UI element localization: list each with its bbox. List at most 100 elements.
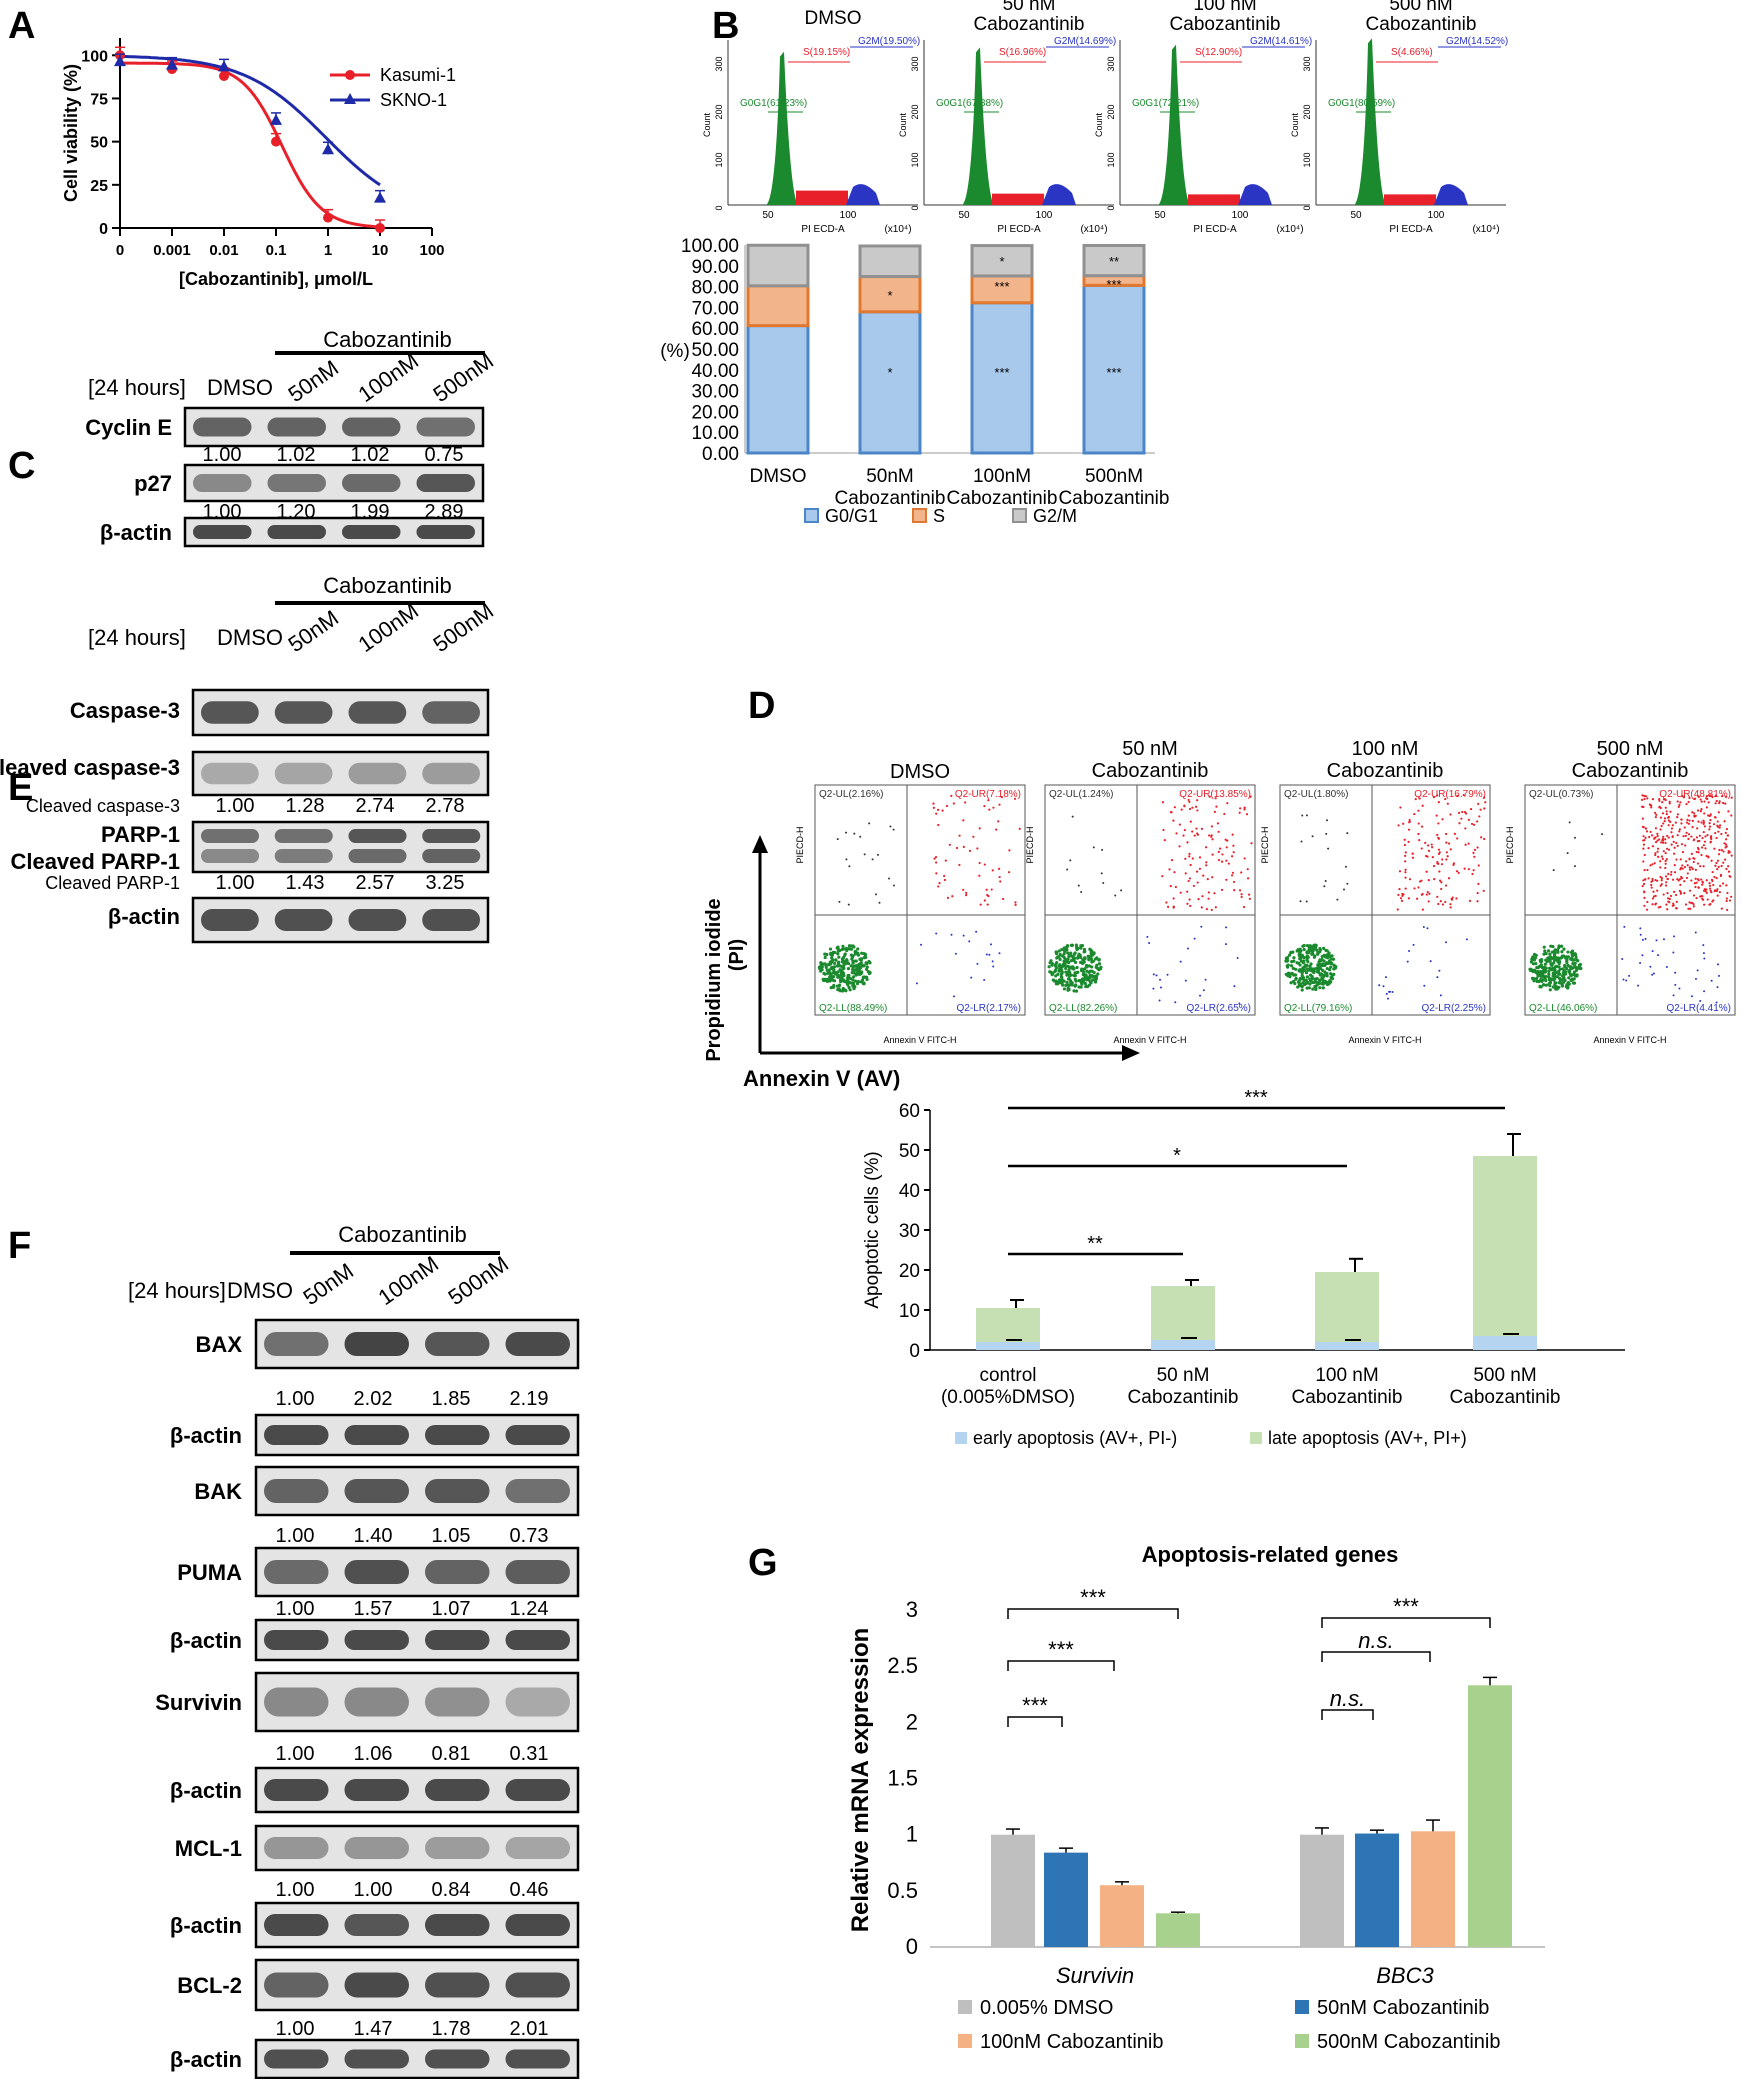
late-apoptotic-dot [1694, 885, 1697, 889]
early-apoptotic-dot [988, 953, 991, 956]
late-apoptotic-dot [1191, 857, 1194, 860]
live-cell-dot [1327, 968, 1332, 972]
quant-value: 1.43 [286, 872, 325, 894]
late-apoptotic-dot [1473, 855, 1476, 858]
lane-label: 500nM [444, 1251, 513, 1310]
quant-value: 1.00 [203, 444, 242, 466]
hist-x-label: PI ECD-A [1389, 224, 1433, 235]
late-apoptotic-dot [983, 863, 986, 866]
late-apoptotic-dot [1213, 810, 1216, 813]
quant-value: 1.99 [351, 501, 390, 523]
blot-band [342, 417, 401, 437]
late-apoptotic-dot [1411, 856, 1415, 859]
late-apoptotic-dot [1685, 802, 1688, 806]
late-apoptotic-dot [1437, 836, 1440, 839]
late-apoptotic-dot [1664, 838, 1667, 841]
blot-band [344, 1630, 409, 1650]
late-apoptotic-dot [1694, 868, 1697, 871]
s-gate-label: S(16.96%) [999, 47, 1046, 58]
late-apoptotic-dot [1184, 872, 1187, 875]
panel-e-western-blot: Cabozantinib[24 hours] DMSO 50nM 100nM 500nM… [0, 573, 498, 944]
early-apoptotic-dot [1641, 954, 1644, 957]
late-apoptotic-dot [1646, 797, 1649, 800]
late-apoptotic-dot [1719, 873, 1723, 877]
late-apoptotic-dot [1223, 812, 1226, 816]
late-apoptotic-dot [1205, 864, 1208, 867]
late-apoptotic-dot [1672, 902, 1675, 905]
late-apoptotic-dot [1436, 794, 1439, 797]
scatter-frame [1044, 784, 1256, 1016]
late-apoptotic-dot [1184, 857, 1187, 860]
late-apoptotic-dot [1670, 831, 1673, 834]
late-apoptotic-dot [1662, 850, 1665, 853]
live-cell-dot [1322, 946, 1326, 950]
legend-late-label: late apoptosis (AV+, PI+) [1268, 1428, 1467, 1448]
blot-row-label: Cleaved PARP-1 [10, 849, 180, 874]
late-apoptotic-dot [1695, 896, 1698, 900]
late-apoptotic-dot [1702, 865, 1705, 868]
late-apoptotic-dot [1702, 844, 1706, 847]
quant-value: 1.47 [354, 2018, 393, 2040]
hist-y-tick: 200 [1302, 104, 1312, 119]
late-apoptotic-dot [1226, 802, 1229, 805]
late-apoptotic-dot [1685, 876, 1689, 880]
live-cell-dot [1300, 971, 1304, 975]
live-cell-dot [1578, 966, 1582, 970]
late-apoptotic-dot [1457, 871, 1460, 874]
late-apoptotic-dot [1657, 855, 1660, 858]
late-apoptotic-dot [1645, 830, 1649, 833]
late-apoptotic-dot [1230, 855, 1234, 858]
necrotic-dot [1077, 884, 1080, 887]
late-apoptotic-dot [1725, 827, 1729, 831]
late-apoptotic-dot [1435, 814, 1438, 817]
blot-band [348, 909, 407, 931]
late-apoptotic-dot [1654, 815, 1657, 819]
late-apoptotic-dot [1716, 825, 1720, 828]
apop-y-tick-label: 50 [899, 1141, 920, 1162]
late-apoptotic-dot [1684, 903, 1688, 906]
late-apoptotic-dot [1720, 907, 1723, 910]
hist-y-tick: 100 [714, 152, 724, 167]
live-cell-dot [1313, 946, 1318, 950]
hist-x-tick: 50 [762, 210, 774, 221]
live-cell-dot [1088, 973, 1092, 977]
live-cell-dot [846, 973, 850, 978]
late-apoptotic-dot [937, 823, 940, 827]
quant-label: Cleaved PARP-1 [45, 873, 180, 893]
late-apoptotic-dot [1404, 860, 1407, 863]
late-apoptotic-dot [965, 894, 968, 897]
early-apoptotic-dot [976, 962, 979, 965]
late-apoptotic-dot [1687, 822, 1691, 825]
late-apoptotic-dot [1398, 870, 1402, 873]
late-apoptotic-dot [962, 888, 965, 891]
late-apoptotic-dot [1432, 796, 1436, 799]
live-cell-dot [1301, 966, 1305, 970]
late-apoptotic-dot [1701, 897, 1704, 900]
late-apoptotic-dot [1437, 848, 1441, 851]
late-apoptotic-dot [1688, 889, 1692, 892]
live-cell-dot [1547, 969, 1551, 973]
late-apoptotic-dot [1188, 807, 1192, 811]
late-apoptotic-dot [1441, 903, 1445, 906]
live-cell-dot [1293, 973, 1298, 977]
live-cell-dot [1566, 986, 1570, 990]
early-apoptotic-dot [1641, 938, 1644, 941]
live-cell-dot [841, 971, 846, 975]
live-cell-dot [1096, 972, 1100, 976]
blot-band [344, 2049, 409, 2069]
blot-band [425, 1630, 490, 1650]
blot-band [425, 1687, 490, 1717]
late-apoptotic-dot [1650, 834, 1654, 837]
late-apoptotic-dot [1179, 891, 1182, 894]
hist-y-tick: 0 [1302, 205, 1312, 210]
late-apoptotic-dot [1445, 858, 1448, 861]
live-cell-dot [1072, 952, 1076, 956]
quant-value: 1.02 [277, 444, 316, 466]
s-gate-label: S(19.15%) [803, 47, 850, 58]
live-cell-dot [1295, 961, 1299, 965]
late-apoptotic-dot [1703, 888, 1706, 891]
late-apoptotic-dot [1207, 897, 1210, 900]
late-apoptotic-dot [1654, 894, 1657, 898]
live-cell-dot [1553, 977, 1557, 981]
late-apoptotic-dot [1396, 908, 1399, 911]
